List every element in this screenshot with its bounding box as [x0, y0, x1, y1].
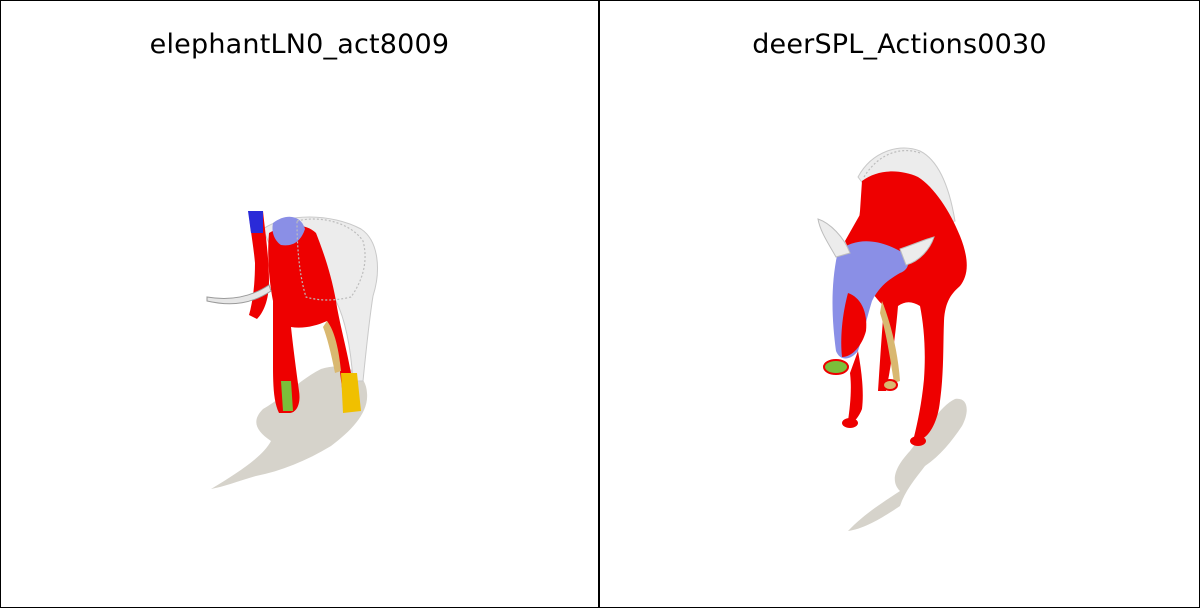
deer-wireframe-top: [863, 150, 921, 178]
elephant-wireframe-head: [296, 218, 366, 301]
elephant-leg-yellow: [341, 373, 361, 413]
panel-title-elephant: elephantLN0_act8009: [149, 29, 450, 60]
elephant-body: [268, 225, 355, 413]
panel-deer: deerSPL_Actions0030: [600, 1, 1199, 607]
elephant-tusk: [206, 284, 272, 305]
deer-ear-left: [817, 218, 851, 258]
deer-hoof-back-left: [842, 418, 858, 428]
panel-title-deer: deerSPL_Actions0030: [752, 29, 1047, 60]
deer-leg-tan: [880, 301, 900, 383]
deer-hoof-front: [823, 359, 849, 375]
deer-hoof-mid: [882, 379, 898, 391]
elephant-shadow: [211, 366, 368, 489]
deer-shadow: [848, 398, 967, 531]
deer-ear-right: [899, 236, 935, 266]
elephant-tan-patch: [323, 321, 341, 373]
elephant-trunk-tip: [248, 211, 263, 233]
deer-body: [858, 171, 967, 439]
panel-elephant: elephantLN0_act8009: [1, 1, 600, 607]
deer-hoof-back-right: [910, 436, 926, 446]
deer-leg-front-left: [848, 351, 863, 423]
deer-head-red: [841, 293, 867, 357]
elephant-leg-green: [281, 381, 293, 411]
deer-render: [817, 147, 967, 531]
elephant-render: [206, 211, 378, 489]
